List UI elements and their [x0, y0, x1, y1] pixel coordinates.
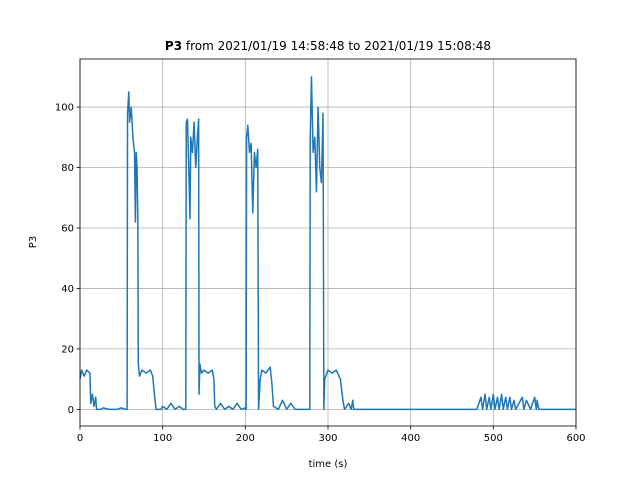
y-tick-label: 80 [61, 163, 74, 174]
x-axis-label: time (s) [309, 459, 348, 470]
data-line [79, 76, 576, 411]
y-tick-label: 60 [61, 223, 74, 234]
x-tick-label: 400 [401, 433, 420, 444]
title-bold: P3 [165, 39, 182, 53]
y-tick-label: 100 [55, 103, 74, 114]
x-tick-label: 0 [77, 433, 83, 444]
x-tick-label: 300 [318, 433, 337, 444]
x-tick-label: 100 [153, 433, 172, 444]
chart-title: P3 from 2021/01/19 14:58:48 to 2021/01/1… [165, 39, 491, 53]
x-tick-label: 500 [484, 433, 503, 444]
y-tick-label: 20 [61, 344, 74, 355]
x-tick-label: 600 [566, 433, 585, 444]
y-tick-label: 40 [61, 284, 74, 295]
axes-frame [79, 58, 577, 427]
title-text: from 2021/01/19 14:58:48 to 2021/01/19 1… [186, 39, 491, 53]
y-axis-label: P3 [28, 236, 39, 248]
x-tick-label: 200 [236, 433, 255, 444]
y-tick-label: 0 [68, 405, 74, 416]
